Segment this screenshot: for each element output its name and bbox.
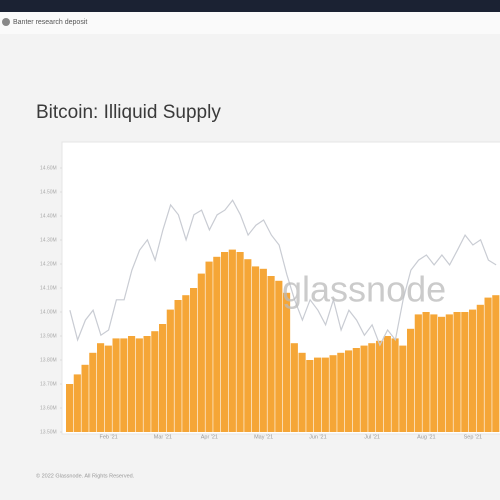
y-tick-label: 14.50M (40, 189, 57, 195)
x-tick-label: Aug '21 (417, 434, 435, 440)
bar (484, 297, 492, 432)
bar (438, 316, 446, 432)
bar (461, 312, 469, 432)
bar (97, 343, 105, 432)
bar (267, 276, 275, 432)
y-tick-label: 14.20M (40, 261, 57, 267)
bar (205, 261, 213, 432)
footer: © 2022 Glassnode. All Rights Reserved. (36, 472, 135, 479)
y-tick-label: 14.40M (40, 213, 57, 219)
top-bar (0, 0, 500, 12)
bar (104, 345, 112, 432)
bar (329, 355, 337, 432)
y-tick-label: 14.10M (40, 285, 57, 291)
bar (368, 343, 376, 432)
bar (128, 336, 136, 432)
bar (414, 314, 422, 432)
bar (430, 314, 438, 432)
bar (182, 295, 190, 432)
bar (190, 288, 198, 432)
y-tick-label: 13.60M (40, 405, 57, 411)
bar (445, 314, 453, 432)
bar (252, 266, 260, 432)
bar (376, 340, 384, 432)
bar (492, 295, 500, 432)
x-tick-label: Sep '21 (464, 434, 482, 440)
chart-title: Bitcoin: Illiquid Supply (36, 102, 221, 123)
bar (120, 338, 128, 432)
bar (221, 252, 229, 432)
bar (321, 357, 329, 432)
y-tick-label: 13.50M (40, 429, 57, 435)
bar (89, 352, 97, 432)
bar (337, 352, 345, 432)
bar (151, 331, 159, 432)
bar (283, 292, 291, 432)
bar (290, 343, 298, 432)
y-tick-label: 14.30M (40, 237, 57, 243)
x-tick-label: May '21 (254, 434, 273, 440)
bar (360, 345, 368, 432)
x-tick-label: Apr '21 (201, 434, 218, 440)
y-tick-label: 13.90M (40, 333, 57, 339)
bar (422, 312, 430, 432)
bar (352, 348, 360, 432)
header-icon (2, 18, 10, 26)
bar (469, 309, 477, 432)
bar (73, 374, 81, 432)
x-tick-label: Jun '21 (309, 434, 327, 440)
x-tick-label: Mar '21 (154, 434, 172, 440)
y-tick-label: 13.80M (40, 357, 57, 363)
bar (228, 249, 236, 432)
bar (197, 273, 205, 432)
bar (66, 384, 74, 432)
bar (275, 280, 283, 432)
bar (244, 259, 252, 432)
x-tick-label: Jul '21 (364, 434, 380, 440)
bar (174, 300, 182, 432)
price-line (69, 199, 497, 347)
bar (391, 338, 399, 432)
bar (298, 352, 306, 432)
bar (306, 360, 314, 432)
bar (112, 338, 120, 432)
bar (259, 268, 267, 432)
bar (383, 336, 391, 432)
bar (407, 328, 415, 432)
bar (213, 256, 221, 432)
header-text: Banter research deposit (13, 19, 87, 26)
y-tick-label: 14.60M (40, 165, 57, 171)
bar (81, 364, 89, 432)
x-tick-label: Feb '21 (100, 434, 118, 440)
watermark: glassnode (282, 269, 446, 310)
bar (166, 309, 174, 432)
bar (314, 357, 322, 432)
bar (135, 338, 143, 432)
y-tick-label: 14.00M (40, 309, 57, 315)
bar (345, 350, 353, 432)
bar (399, 345, 407, 432)
header-bar (0, 12, 500, 34)
bar (236, 252, 244, 432)
y-tick-label: 13.70M (40, 381, 57, 387)
bar (159, 324, 167, 432)
bar (453, 312, 461, 432)
bar (476, 304, 484, 432)
bar (143, 336, 151, 432)
